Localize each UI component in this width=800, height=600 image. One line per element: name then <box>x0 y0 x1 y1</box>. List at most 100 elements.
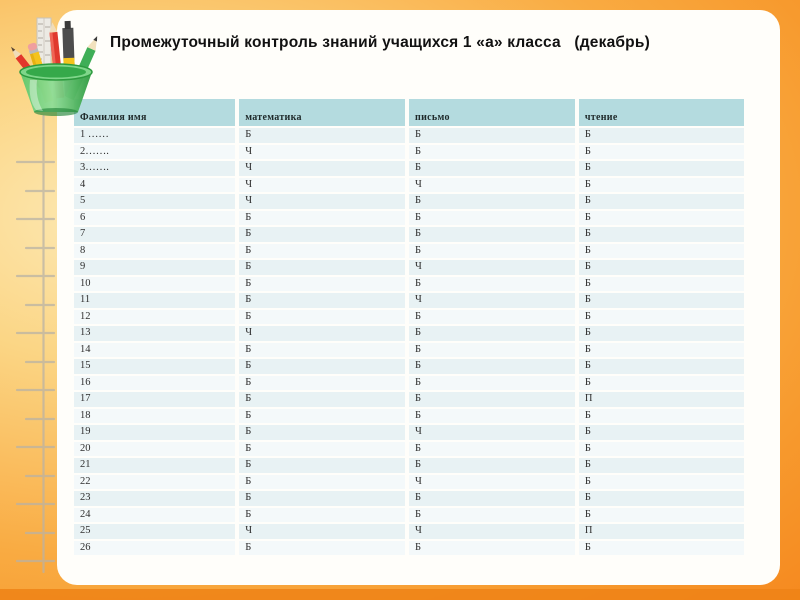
grade-cell: Б <box>578 540 744 555</box>
column-header: чтение <box>578 99 744 126</box>
table-row: 13 Ч Б Б <box>74 326 744 341</box>
table-row: 15 Б Б Б <box>74 359 744 374</box>
grade-cell: Б <box>578 293 744 308</box>
table-row: 17 Б Б П <box>74 392 744 407</box>
grade-cell: Б <box>409 128 575 143</box>
grade-cell: Б <box>239 375 406 390</box>
grade-cell: Б <box>578 474 744 489</box>
student-cell: 15 <box>74 359 236 374</box>
ladder-icon <box>15 114 56 574</box>
grade-cell: Б <box>239 441 406 456</box>
grade-cell: Ч <box>239 144 406 159</box>
student-cell: 19 <box>74 425 236 440</box>
grade-cell: Б <box>578 359 744 374</box>
student-cell: 6 <box>74 210 236 225</box>
student-cell: 9 <box>74 260 236 275</box>
grade-cell: Б <box>578 458 744 473</box>
grade-cell: Ч <box>409 524 575 539</box>
grade-cell: Б <box>578 326 744 341</box>
grade-cell: Б <box>578 276 744 291</box>
table-row: 16 Б Б Б <box>74 375 744 390</box>
table-row: 20 Б Б Б <box>74 441 744 456</box>
grade-cell: Б <box>578 194 744 209</box>
student-cell: 17 <box>74 392 236 407</box>
student-cell: 14 <box>74 342 236 357</box>
grade-cell: Б <box>578 375 744 390</box>
grade-cell: Ч <box>239 161 406 176</box>
table-row: 3……. Ч Б Б <box>74 161 744 176</box>
grade-cell: Б <box>578 491 744 506</box>
grade-cell: Ч <box>239 194 406 209</box>
grade-cell: Б <box>578 243 744 258</box>
cup-icon <box>19 63 93 116</box>
grade-cell: Б <box>409 441 575 456</box>
table-row: 26 Б Б Б <box>74 540 744 555</box>
grade-cell: Б <box>239 425 406 440</box>
grade-cell: Б <box>409 194 575 209</box>
student-cell: 23 <box>74 491 236 506</box>
grade-cell: Б <box>239 408 406 423</box>
grades-table: Фамилия имя математика письмо чтение 1 …… Б Б… <box>70 97 748 557</box>
table-row: 23 Б Б Б <box>74 491 744 506</box>
student-cell: 25 <box>74 524 236 539</box>
grade-cell: Б <box>239 293 406 308</box>
slide-panel: Промежуточный контроль знаний учащихся 1… <box>57 10 780 585</box>
grade-cell: Б <box>239 260 406 275</box>
bottom-shadow-band <box>0 589 800 600</box>
student-cell: 24 <box>74 507 236 522</box>
grade-cell: Ч <box>409 293 575 308</box>
student-cell: 1 …… <box>74 128 236 143</box>
grade-cell: Б <box>409 243 575 258</box>
grade-cell: Б <box>239 458 406 473</box>
grade-cell: Б <box>409 326 575 341</box>
table-row: 2……. Ч Б Б <box>74 144 744 159</box>
slide-title: Промежуточный контроль знаний учащихся 1… <box>110 34 650 51</box>
grade-cell: Б <box>578 408 744 423</box>
table-row: 12 Б Б Б <box>74 309 744 324</box>
grade-cell: Б <box>239 474 406 489</box>
grade-cell: Б <box>409 458 575 473</box>
grade-cell: Б <box>409 392 575 407</box>
grade-cell: Б <box>239 243 406 258</box>
grade-cell: Б <box>409 309 575 324</box>
grade-cell: Б <box>578 161 744 176</box>
student-cell: 4 <box>74 177 236 192</box>
grade-cell: Б <box>578 309 744 324</box>
grade-cell: Б <box>578 128 744 143</box>
grade-cell: Ч <box>409 425 575 440</box>
grade-cell: Ч <box>409 260 575 275</box>
grade-cell: Б <box>409 375 575 390</box>
grade-cell: Б <box>409 144 575 159</box>
student-cell: 3……. <box>74 161 236 176</box>
grade-cell: Б <box>578 425 744 440</box>
student-cell: 16 <box>74 375 236 390</box>
grade-cell: Б <box>578 507 744 522</box>
table-row: 22 Б Ч Б <box>74 474 744 489</box>
student-cell: 12 <box>74 309 236 324</box>
table-header-row: Фамилия имя математика письмо чтение <box>74 99 744 126</box>
student-cell: 2……. <box>74 144 236 159</box>
grade-cell: Б <box>239 507 406 522</box>
grade-cell: Б <box>578 210 744 225</box>
grade-cell: Б <box>409 227 575 242</box>
grade-cell: Б <box>239 128 406 143</box>
student-cell: 21 <box>74 458 236 473</box>
grade-cell: Б <box>578 342 744 357</box>
column-header: математика <box>239 99 406 126</box>
grade-cell: Б <box>239 309 406 324</box>
grade-cell: Б <box>239 227 406 242</box>
student-cell: 26 <box>74 540 236 555</box>
table-row: 14 Б Б Б <box>74 342 744 357</box>
grade-cell: Б <box>409 342 575 357</box>
grade-cell: Б <box>578 441 744 456</box>
grade-cell: Б <box>239 210 406 225</box>
grade-cell: Б <box>578 227 744 242</box>
student-cell: 11 <box>74 293 236 308</box>
grade-cell: Б <box>239 342 406 357</box>
grade-cell: Ч <box>239 326 406 341</box>
